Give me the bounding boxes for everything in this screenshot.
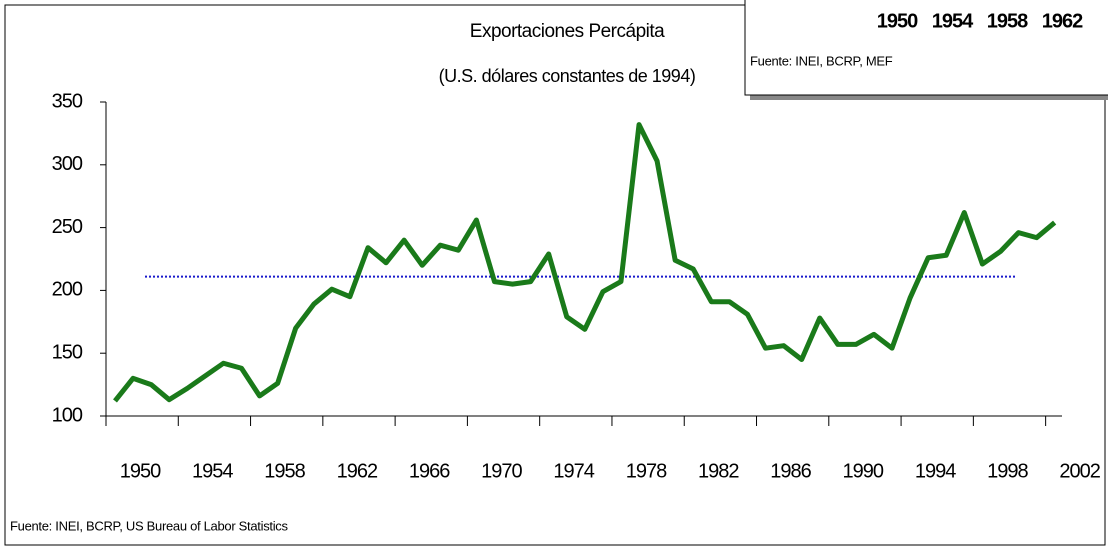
- y-tick-label: 350: [52, 90, 83, 112]
- x-tick-label: 1986: [770, 460, 811, 482]
- overlay-axis-label: 1962: [1042, 10, 1083, 32]
- x-tick-label: 1974: [553, 460, 594, 482]
- x-tick-label: 1978: [626, 460, 667, 482]
- chart-title: Exportaciones Percápita: [470, 21, 665, 42]
- y-tick-label: 150: [52, 341, 83, 363]
- data-line: [113, 122, 1057, 403]
- y-tick-label: 100: [52, 404, 83, 426]
- overlay-axis-label: 1958: [987, 10, 1028, 32]
- x-tick-label: 1958: [264, 460, 305, 482]
- chart-subtitle: (U.S. dólares constantes de 1994): [439, 66, 696, 86]
- x-tick-label: 1970: [481, 460, 522, 482]
- x-tick-label: 1950: [120, 460, 161, 482]
- x-tick-label: 1990: [843, 460, 884, 482]
- y-tick-label: 200: [52, 279, 83, 301]
- x-tick-label: 1962: [337, 460, 378, 482]
- x-tick-label: 1954: [192, 460, 233, 482]
- x-tick-label: 2002: [1059, 460, 1100, 482]
- x-tick-label: 1994: [915, 460, 956, 482]
- x-tick-label: 1998: [987, 460, 1028, 482]
- overlay-axis-label: 1954: [932, 10, 974, 32]
- overlay-box: Fuente: INEI, BCRP, MEF 1950 1954 1958 1962: [744, 0, 1108, 100]
- overlay-panel: [744, 0, 1108, 96]
- y-tick-label: 300: [52, 153, 83, 175]
- x-tick-label: 1966: [409, 460, 450, 482]
- y-tick-label: 250: [52, 216, 83, 238]
- overlay-axis-label: 1950: [877, 10, 918, 32]
- x-tick-label: 1982: [698, 460, 739, 482]
- source-note: Fuente: INEI, BCRP, US Bureau of Labor S…: [10, 518, 288, 533]
- overlay-source: Fuente: INEI, BCRP, MEF: [750, 53, 893, 68]
